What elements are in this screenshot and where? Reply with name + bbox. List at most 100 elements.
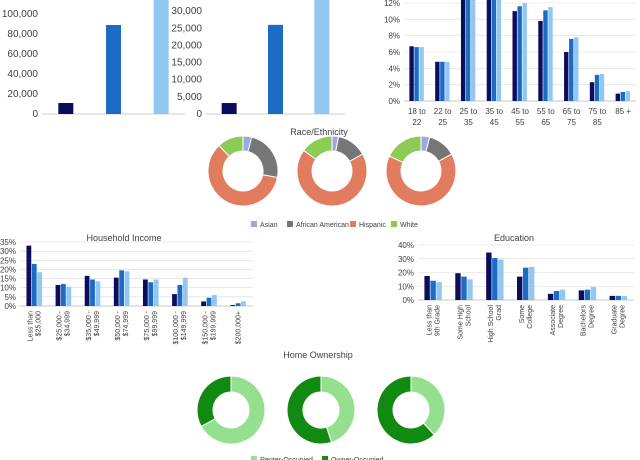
bar (26, 245, 32, 306)
x-tick-label: High SchoolGrad (488, 305, 503, 343)
legend-swatch (251, 456, 257, 460)
bar (55, 284, 61, 306)
x-tick-label: $200,000+ (235, 311, 242, 344)
race-chart-title: Race/Ethnicity (290, 127, 348, 137)
y-tick-label: 4% (388, 64, 400, 73)
bar (124, 271, 130, 306)
x-tick-label: 35 to 45 (485, 107, 503, 127)
bar (201, 301, 207, 306)
donut-slice (286, 375, 333, 445)
bar (153, 279, 159, 306)
y-tick-label: 0% (4, 302, 16, 311)
bar (31, 263, 37, 306)
x-tick-label: $35,000 -$49,999 (86, 310, 101, 340)
bar (467, 279, 473, 300)
legend-label: Asian (260, 222, 278, 229)
y-tick-label: 25% (0, 256, 16, 265)
bar (486, 252, 492, 300)
bar (590, 286, 597, 300)
y-tick-label: 5% (4, 293, 16, 302)
y-tick-label: 0% (388, 97, 400, 106)
bar (564, 52, 569, 101)
y-tick-label: 20% (398, 269, 414, 278)
donut-slice (320, 375, 356, 443)
bar (66, 286, 72, 306)
ownership-chart-title: Home Ownership (283, 350, 353, 360)
bar (409, 46, 414, 101)
y-tick-label: 8% (388, 32, 400, 41)
bar (553, 291, 560, 300)
bar (212, 295, 217, 306)
ownership-legend: Renter-Occupied Owner-Occupied (251, 456, 384, 460)
legend-swatch (287, 221, 293, 227)
x-tick-label: Less than9th Grade (426, 305, 441, 336)
bar (523, 267, 529, 300)
bar (455, 273, 461, 300)
bar (268, 24, 283, 114)
bar (569, 38, 574, 101)
bar (599, 74, 605, 101)
bar (148, 282, 154, 306)
donut-slice (218, 135, 244, 158)
x-tick-label: $75,000 -$99,999 (144, 310, 159, 340)
legend-swatch (391, 221, 397, 227)
donut-slice (207, 144, 278, 207)
bar (430, 280, 436, 300)
ownership-donuts (196, 375, 446, 445)
y-tick-label: 20,000 (171, 40, 202, 51)
bar (37, 272, 43, 306)
population-chart-2: 0 5,000 10,000 15,000 20,000 25,000 30,000 (171, 0, 345, 120)
x-tick-label: AssociateDegree (550, 305, 565, 335)
x-tick-label: 18 to 22 (408, 107, 426, 127)
legend-label: African American (296, 222, 349, 229)
bar (113, 277, 119, 306)
x-tick-label: $50,000 -$74,999 (115, 310, 130, 340)
x-tick-label: $25,000 -$34,999 (57, 310, 72, 340)
donut-slice (410, 375, 446, 436)
legend-label: Owner-Occupied (331, 457, 384, 460)
x-tick-label: BachelorsDegree (581, 305, 596, 337)
bar (58, 103, 74, 114)
bar (584, 289, 591, 300)
bar (615, 93, 621, 101)
bar (496, 0, 502, 102)
y-tick-label: 10% (398, 282, 414, 291)
legend-label: Renter-Occupied (260, 457, 313, 460)
bar (529, 267, 535, 300)
y-tick-label: 40,000 (7, 69, 38, 80)
bar (559, 289, 566, 300)
bar (60, 284, 66, 306)
y-tick-label: 5,000 (177, 92, 202, 103)
bar (538, 20, 543, 101)
bar (314, 0, 330, 115)
legend-swatch (322, 456, 328, 460)
y-tick-label: 2% (388, 81, 400, 90)
y-tick-label: 10% (384, 15, 400, 24)
x-tick-label: 22 to 25 (434, 107, 452, 127)
y-tick-label: 20% (0, 265, 16, 274)
bar (445, 61, 450, 101)
bar (543, 10, 548, 102)
y-tick-label: 0 (32, 109, 38, 120)
y-tick-label: 15,000 (171, 58, 202, 69)
donut-slice (376, 375, 435, 445)
bar (621, 295, 627, 300)
bar (95, 281, 101, 306)
bar (424, 275, 430, 300)
y-tick-label: 40% (398, 241, 414, 250)
bar (435, 61, 440, 101)
bar (182, 277, 188, 306)
y-tick-label: 30% (0, 247, 16, 256)
bar (177, 284, 183, 306)
bar (84, 275, 90, 306)
bar (172, 294, 177, 306)
y-tick-label: 80,000 (7, 29, 38, 40)
y-tick-label: 12% (384, 0, 400, 8)
x-tick-label: SomeCollege (519, 305, 534, 329)
x-tick-label: 55 to 65 (537, 107, 555, 127)
y-tick-label: 10% (0, 284, 16, 293)
bar (548, 7, 553, 101)
y-tick-label: 6% (388, 48, 400, 57)
